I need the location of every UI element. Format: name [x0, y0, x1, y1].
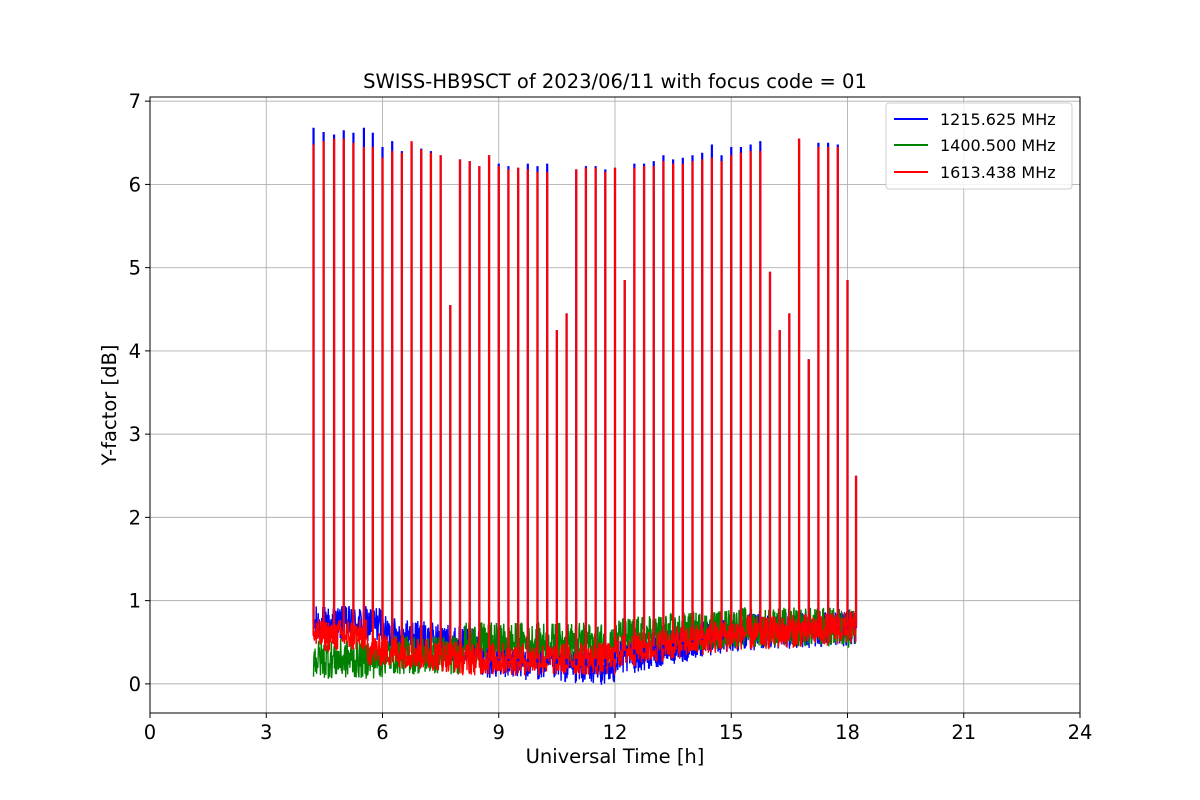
x-tick-label: 6 — [376, 721, 388, 744]
x-tick-label: 9 — [493, 721, 505, 744]
legend-label-1613: 1613.438 MHz — [940, 163, 1056, 182]
x-tick-label: 18 — [835, 721, 860, 744]
baselines — [312, 605, 857, 685]
chart-title: SWISS-HB9SCT of 2023/06/11 with focus co… — [363, 70, 867, 93]
x-tick-label: 21 — [951, 721, 976, 744]
legend-box — [885, 102, 1073, 190]
y-tick-label: 5 — [129, 257, 141, 280]
y-tick-label: 1 — [129, 590, 141, 613]
legend-label-1400: 1400.500 MHz — [940, 136, 1056, 155]
legend-label-1215: 1215.625 MHz — [940, 110, 1056, 129]
y-tick-label: 6 — [129, 173, 141, 196]
y-tick-label: 0 — [129, 673, 141, 696]
legend: 1215.625 MHz 1400.500 MHz 1613.438 MHz — [885, 102, 1073, 190]
y-tick-label: 2 — [129, 506, 141, 529]
y-tick-label: 3 — [129, 423, 141, 446]
x-tick-label: 24 — [1068, 721, 1093, 744]
series-lines — [312, 127, 858, 668]
x-tick-label: 0 — [144, 721, 156, 744]
y-axis-label: Y-factor [dB] — [98, 345, 121, 467]
x-tick-label: 12 — [603, 721, 628, 744]
x-tick-label: 15 — [719, 721, 744, 744]
baseline-1613.438 — [312, 610, 857, 677]
x-axis-label: Universal Time [h] — [526, 745, 705, 768]
y-tick-label: 7 — [129, 90, 141, 113]
x-tick-label: 3 — [260, 721, 272, 744]
y-tick-label: 4 — [129, 340, 141, 363]
